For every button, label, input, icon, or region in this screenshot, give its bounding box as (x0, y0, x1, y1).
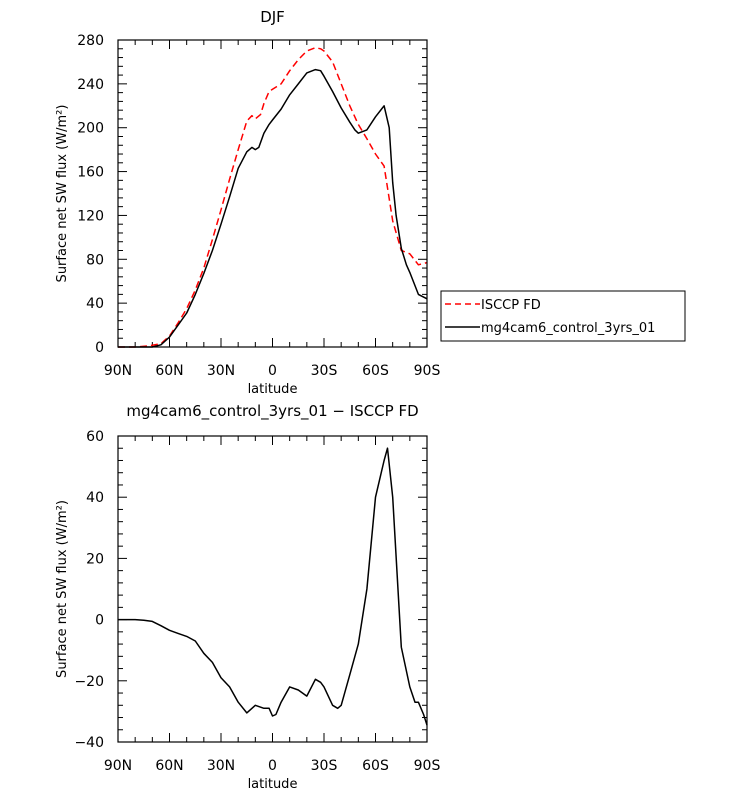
y-tick-label: 280 (77, 33, 104, 49)
series-line-isccp-fd (118, 46, 428, 348)
tick-labels: 90N 60N 30N 0 30S 60S 90S −40 −20 0 20 40 60 (74, 429, 440, 774)
y-tick-label: 0 (95, 340, 104, 356)
x-axis-label: latitude (248, 382, 298, 397)
x-tick-label: 90S (414, 758, 441, 774)
x-tick-label: 60N (155, 363, 183, 379)
x-tick-label: 60S (362, 363, 389, 379)
lower-panel: mg4cam6_control_3yrs_01 − ISCCP FD 90N 60… (55, 402, 440, 792)
plot-frame (117, 435, 428, 743)
legend-box (440, 290, 686, 342)
x-axis-label: latitude (248, 777, 298, 792)
y-tick-label: 120 (77, 208, 104, 224)
y-tick-label: 80 (86, 252, 104, 268)
x-tick-label: 30N (207, 758, 235, 774)
x-tick-label: 90N (104, 363, 132, 379)
plot-frame (117, 39, 428, 348)
legend: ISCCP FD mg4cam6_control_3yrs_01 (440, 290, 686, 342)
tick-marks (117, 39, 428, 348)
tick-marks (117, 435, 428, 743)
x-tick-label: 30S (311, 758, 338, 774)
legend-label-model: mg4cam6_control_3yrs_01 (481, 321, 655, 336)
y-tick-label: 200 (77, 121, 104, 137)
x-tick-label: 60S (362, 758, 389, 774)
y-tick-label: 240 (77, 77, 104, 93)
y-tick-label: 20 (86, 551, 104, 567)
x-tick-label: 30N (207, 363, 235, 379)
series-lines (118, 46, 428, 348)
x-tick-label: 60N (155, 758, 183, 774)
y-tick-label: −40 (74, 735, 104, 751)
series-lines (118, 447, 428, 726)
x-tick-label: 90S (414, 363, 441, 379)
y-tick-label: 0 (95, 613, 104, 629)
series-line-difference (118, 447, 428, 726)
chart-title: DJF (260, 8, 285, 26)
y-tick-label: 60 (86, 429, 104, 445)
x-tick-label: 0 (268, 758, 277, 774)
legend-label-isccp: ISCCP FD (481, 298, 541, 313)
y-axis-label: Surface net SW flux (W/m²) (55, 500, 70, 678)
y-axis-label: Surface net SW flux (W/m²) (55, 105, 70, 283)
x-tick-label: 30S (311, 363, 338, 379)
upper-panel: DJF 90N 60N 30N 0 30S 60S 90S 0 40 80 120 160 200 240… (55, 8, 440, 397)
y-tick-label: 160 (77, 165, 104, 181)
x-tick-label: 0 (268, 363, 277, 379)
chart-title: mg4cam6_control_3yrs_01 − ISCCP FD (126, 402, 418, 421)
tick-labels: 90N 60N 30N 0 30S 60S 90S 0 40 80 120 160 200 240 280 (77, 33, 440, 379)
y-tick-label: 40 (86, 296, 104, 312)
series-line-mg4cam6-control-3yrs-01 (118, 68, 428, 348)
y-tick-label: 40 (86, 490, 104, 506)
y-tick-label: −20 (74, 674, 104, 690)
x-tick-label: 90N (104, 758, 132, 774)
